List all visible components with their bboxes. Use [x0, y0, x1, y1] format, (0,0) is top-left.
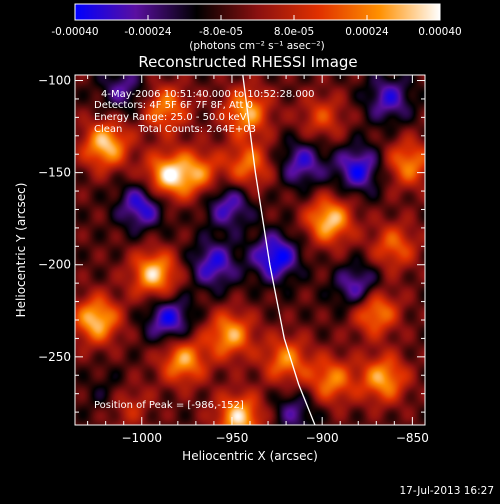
colorbar-tick-label: 0.00040 [418, 26, 461, 38]
y-tick-label: −200 [38, 258, 71, 272]
x-tick-label: −850 [396, 431, 429, 445]
y-tick-label: −150 [38, 166, 71, 180]
plot-area: −1000 −950 −900 −850 −250 −200 −150 −100 [38, 74, 429, 445]
y-axis-ticks: −250 −200 −150 −100 [38, 74, 425, 413]
x-axis-label: Heliocentric X (arcsec) [182, 449, 318, 463]
colorbar-tick-label: 0.00024 [345, 26, 389, 38]
colorbar-strip [74, 3, 441, 21]
y-tick-label: −250 [38, 350, 71, 364]
colorbar-tick-label: -0.00024 [124, 26, 172, 38]
x-axis-ticks: −1000 −950 −900 −850 [87, 75, 429, 445]
footer-date: 17-Jul-2013 16:27 [399, 485, 494, 497]
solar-limb-line [242, 74, 316, 426]
peak-position-label: Position of Peak = [-986,-152] [94, 400, 244, 411]
colorbar-tick-label: -0.00040 [51, 26, 98, 38]
colorbar-units-label: (photons cm⁻² s⁻¹ asec⁻²) [189, 40, 324, 52]
colorbar: -0.00040 -0.00024 -8.0e-05 8.0e-05 0.00024 0.… [51, 3, 462, 52]
annotation-time-range: 4-May-2006 10:51:40.000 to 10:52:28.000 [101, 89, 314, 100]
x-tick-label: −900 [306, 431, 339, 445]
colorbar-tick-label: 8.0e-05 [274, 26, 314, 38]
y-tick-label: −100 [38, 74, 71, 88]
annotation-energy-range: Energy Range: 25.0 - 50.0 keV [94, 112, 247, 123]
chart-title: Reconstructed RHESSI Image [138, 53, 357, 71]
x-tick-label: −1000 [121, 431, 162, 445]
x-tick-label: −950 [215, 431, 248, 445]
annotation-block: 4-May-2006 10:51:40.000 to 10:52:28.000 … [94, 89, 314, 135]
colorbar-ticks: -0.00040 -0.00024 -8.0e-05 8.0e-05 0.00024 0.… [51, 15, 462, 38]
annotation-detectors: Detectors: 4F 5F 6F 7F 8F, Att 0 [94, 100, 253, 111]
colorbar-tick-label: -8.0e-05 [199, 26, 243, 38]
y-axis-label: Heliocentric Y (arcsec) [14, 183, 28, 318]
annotation-clean-counts: Clean Total Counts: 2.64E+03 [94, 124, 256, 135]
